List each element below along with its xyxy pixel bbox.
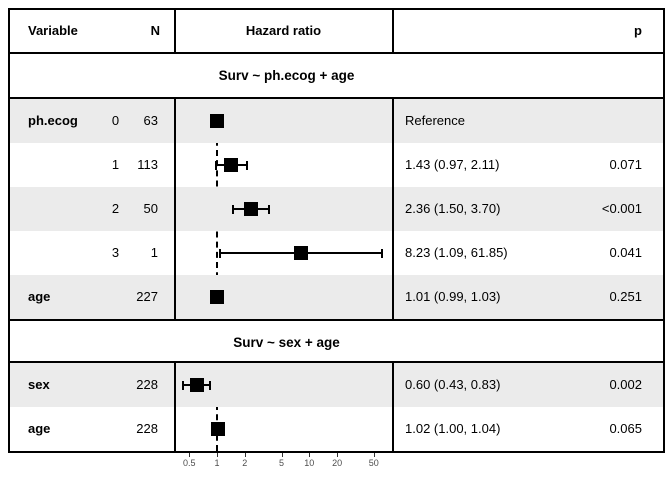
estimate-ci-text: 8.23 (1.09, 61.85) xyxy=(405,245,508,260)
n-value: 228 xyxy=(136,377,158,392)
axis-tick-label: 50 xyxy=(368,458,379,468)
section-title: Surv ~ sex + age xyxy=(233,335,340,350)
column-divider xyxy=(174,187,176,231)
n-value: 113 xyxy=(137,157,158,172)
column-header-p: p xyxy=(634,23,642,38)
section-rows: sex 228 0.60 (0.43, 0.83) 0.002 age 228 1.02 (… xyxy=(10,363,663,451)
column-divider xyxy=(392,363,394,407)
variable-name: age xyxy=(28,289,51,304)
hr-point-marker xyxy=(210,290,225,304)
estimate-ci-text: 1.43 (0.97, 2.11) xyxy=(405,157,500,172)
column-header-variable: Variable xyxy=(28,23,78,38)
column-divider xyxy=(392,275,394,319)
axis-tick-label: 2 xyxy=(242,458,248,468)
n-value: 50 xyxy=(143,201,158,216)
axis-tick-label: 10 xyxy=(304,458,315,468)
axis-tick xyxy=(217,453,218,457)
ci-cap xyxy=(232,204,235,214)
column-divider xyxy=(392,143,394,187)
hr-point-marker xyxy=(294,246,309,260)
estimate-ci-text: 0.60 (0.43, 0.83) xyxy=(405,377,501,392)
hr-point-marker xyxy=(244,202,259,216)
estimate-ci-text: 1.01 (0.99, 1.03) xyxy=(405,289,501,304)
ci-cap xyxy=(245,160,248,170)
table-header-row: Variable N Hazard ratio p xyxy=(10,10,663,54)
column-divider xyxy=(392,407,394,451)
axis-tick xyxy=(337,453,339,457)
table-row: 1 113 1.43 (0.97, 2.11) 0.071 xyxy=(10,143,663,187)
hr-point-marker xyxy=(189,378,204,392)
variable-name: age xyxy=(28,421,51,436)
column-divider xyxy=(392,99,394,143)
ci-cap xyxy=(381,248,384,258)
table-row: 3 1 8.23 (1.09, 61.85) 0.041 xyxy=(10,231,663,275)
column-divider xyxy=(174,99,176,143)
estimate-ci-text: 2.36 (1.50, 3.70) xyxy=(405,201,501,216)
column-divider xyxy=(392,187,394,231)
column-header-hazard-ratio: Hazard ratio xyxy=(245,23,322,38)
table-row: age 227 1.01 (0.99, 1.03) 0.251 xyxy=(10,275,663,319)
axis-tick xyxy=(309,453,311,457)
ci-cap xyxy=(208,380,211,390)
factor-level: 1 xyxy=(111,157,120,172)
section-header: Surv ~ sex + age xyxy=(10,319,663,363)
section-title: Surv ~ ph.ecog + age xyxy=(218,68,355,83)
p-value: 0.002 xyxy=(609,377,642,392)
axis-tick xyxy=(281,453,283,457)
n-value: 1 xyxy=(150,245,158,260)
ci-cap xyxy=(182,380,185,390)
factor-level: 0 xyxy=(111,113,120,128)
axis-tick-label: 5 xyxy=(278,458,284,468)
factor-level: 2 xyxy=(111,201,120,216)
estimate-ci-text: Reference xyxy=(405,113,465,128)
column-divider xyxy=(174,407,176,451)
axis-tick-label: 20 xyxy=(332,458,343,468)
hr-point-marker xyxy=(224,158,239,172)
axis-tick xyxy=(189,453,191,457)
n-value: 63 xyxy=(143,113,158,128)
column-divider xyxy=(392,10,394,52)
section-header: Surv ~ ph.ecog + age xyxy=(10,54,663,99)
table-row: sex 228 0.60 (0.43, 0.83) 0.002 xyxy=(10,363,663,407)
column-header-n: N xyxy=(150,23,160,38)
axis-tick xyxy=(373,453,375,457)
ci-cap xyxy=(268,204,271,214)
reference-line xyxy=(216,363,218,451)
axis-tick xyxy=(244,453,246,457)
table-row: 2 50 2.36 (1.50, 3.70) <0.001 xyxy=(10,187,663,231)
table-body: Surv ~ ph.ecog + age ph.ecog 0 63 Reference 1… xyxy=(10,54,663,451)
column-divider xyxy=(392,231,394,275)
table-row: age 228 1.02 (1.00, 1.04) 0.065 xyxy=(10,407,663,451)
axis-tick-label: 0.5 xyxy=(182,458,196,468)
factor-level: 3 xyxy=(111,245,120,260)
table-row: ph.ecog 0 63 Reference xyxy=(10,99,663,143)
section-rows: ph.ecog 0 63 Reference 1 113 1.43 (0.97, 2.11)… xyxy=(10,99,663,319)
x-axis: 0.5 1 2 5 10 20 50 xyxy=(10,453,663,478)
axis-tick-label: 1 xyxy=(214,458,220,468)
hr-point-marker xyxy=(210,422,225,436)
variable-name: ph.ecog xyxy=(28,113,78,128)
estimate-ci-text: 1.02 (1.00, 1.04) xyxy=(405,421,501,436)
hr-point-marker xyxy=(210,114,224,128)
n-value: 228 xyxy=(136,421,158,436)
p-value: 0.251 xyxy=(609,289,642,304)
p-value: 0.041 xyxy=(609,245,642,260)
ci-cap xyxy=(219,248,222,258)
p-value: <0.001 xyxy=(601,201,642,216)
n-value: 227 xyxy=(136,289,158,304)
column-divider xyxy=(174,363,176,407)
p-value: 0.071 xyxy=(609,157,642,172)
column-divider xyxy=(174,143,176,187)
column-divider xyxy=(174,231,176,275)
p-value: 0.065 xyxy=(609,421,642,436)
ci-cap xyxy=(214,160,217,170)
variable-name: sex xyxy=(28,377,50,392)
forest-table: Variable N Hazard ratio p Surv ~ ph.ecog… xyxy=(8,8,665,453)
column-divider xyxy=(174,275,176,319)
column-divider xyxy=(174,10,176,52)
